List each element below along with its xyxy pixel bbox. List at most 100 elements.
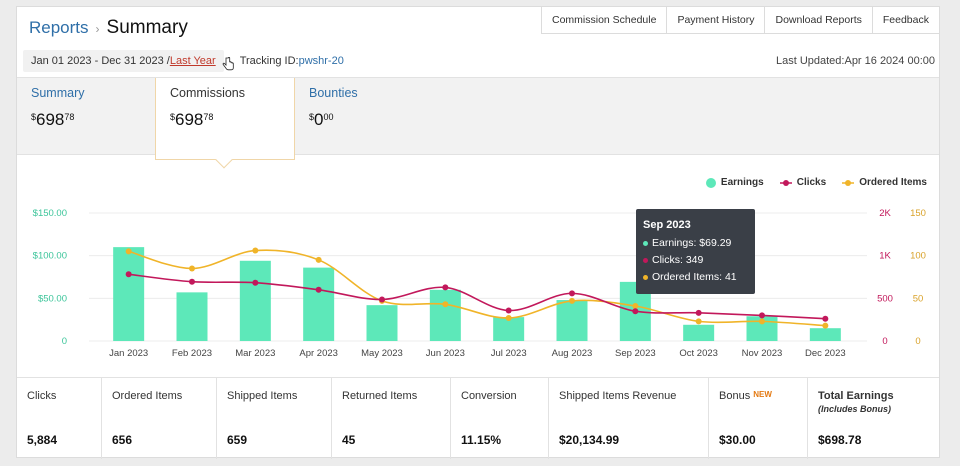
legend-ordered-items[interactable]: Ordered Items — [842, 177, 927, 188]
point-ordered-items — [759, 318, 765, 325]
right-axis-clicks-tick: 0 — [882, 336, 887, 347]
right-axis-ordered-tick: 100 — [910, 251, 926, 262]
tooltip-row-clicks: Clicks: 349 — [643, 252, 748, 269]
feedback-button[interactable]: Feedback — [872, 6, 940, 34]
point-clicks — [759, 312, 765, 319]
x-axis-tick: Dec 2023 — [805, 348, 846, 359]
last-year-link[interactable]: Last Year — [169, 55, 216, 67]
tab-bounties-label: Bounties — [309, 86, 358, 100]
ordered-dot-icon — [643, 275, 648, 280]
tooltip-earnings-text: Earnings: $69.29 — [652, 237, 732, 249]
left-axis-tick: 0 — [62, 336, 67, 347]
stat-label: Shipped Items Revenue — [559, 390, 677, 402]
tab-summary[interactable]: Summary $ 698 78 — [17, 78, 155, 156]
earnings-swatch-icon — [705, 177, 716, 188]
tab-commissions-amount: $ 698 78 — [170, 110, 280, 130]
point-ordered-items — [125, 248, 132, 255]
amount-whole: 698 — [36, 110, 65, 129]
new-badge: NEW — [753, 390, 772, 399]
point-ordered-items — [695, 318, 702, 325]
tracking-id-label: Tracking ID: — [239, 55, 299, 67]
point-ordered-items — [569, 297, 575, 304]
right-axis-clicks-tick: 500 — [877, 293, 893, 304]
earnings-tabs: Summary $ 698 78 Commissions $ 698 78 Bo… — [17, 77, 939, 169]
breadcrumb-separator: › — [95, 22, 100, 36]
stat-value: 11.15% — [461, 433, 502, 447]
payment-history-button[interactable]: Payment History — [667, 6, 766, 34]
currency-symbol: $ — [31, 112, 37, 122]
x-axis-tick: Jun 2023 — [426, 348, 465, 359]
legend-earnings[interactable]: Earnings — [705, 177, 764, 188]
x-axis-tick: Sep 2023 — [615, 348, 656, 359]
right-axis-ordered-tick: 150 — [910, 208, 926, 219]
stat-label: Returned Items — [342, 390, 418, 402]
amount-whole: 698 — [175, 110, 204, 129]
right-axis-ordered-tick: 50 — [913, 293, 924, 304]
bar-earnings — [366, 305, 398, 341]
stat-value: 656 — [112, 433, 133, 447]
stat-clicks: Clicks 5,884 — [17, 378, 102, 459]
point-clicks — [569, 290, 575, 297]
top-nav: Commission Schedule Payment History Down… — [540, 6, 940, 34]
bonus-label: Bonus — [719, 390, 751, 402]
stat-value: $20,134.99 — [559, 433, 620, 447]
point-ordered-items — [822, 322, 829, 329]
amount-cents: 78 — [64, 112, 75, 122]
tab-commissions[interactable]: Commissions $ 698 78 — [155, 78, 295, 169]
point-ordered-items — [632, 303, 639, 310]
bar-earnings — [683, 324, 715, 341]
stat-label: Clicks — [27, 390, 57, 402]
stat-label: Bonus NEW — [719, 390, 797, 402]
left-axis-tick: $100.00 — [33, 251, 67, 262]
right-axis-ordered-tick: 0 — [915, 336, 920, 347]
stat-returned-items: Returned Items 45 — [332, 378, 451, 459]
stat-shipped-revenue: Shipped Items Revenue $20,134.99 — [549, 378, 709, 459]
page-title: Summary — [106, 17, 188, 38]
bar-earnings — [493, 317, 525, 341]
left-axis-tick: $150.00 — [33, 208, 67, 219]
point-clicks — [379, 296, 385, 303]
point-clicks — [315, 286, 322, 293]
legend-ordered-items-label: Ordered Items — [859, 177, 927, 188]
date-range-picker[interactable]: Jan 01 2023 - Dec 31 2023 / Last Year — [23, 50, 224, 72]
point-clicks — [442, 284, 449, 291]
stat-value: 5,884 — [27, 433, 58, 447]
tooltip-title: Sep 2023 — [643, 219, 691, 231]
stat-label: Conversion — [461, 390, 517, 402]
stat-label: Ordered Items — [112, 390, 183, 402]
tracking-id-value[interactable]: pwshr-20 — [298, 55, 344, 67]
filter-row: Jan 01 2023 - Dec 31 2023 / Last Year Tr… — [23, 49, 935, 73]
right-axis-clicks-tick: 2K — [879, 208, 891, 219]
amount-whole: 0 — [314, 110, 324, 129]
tab-commissions-label: Commissions — [170, 86, 246, 100]
point-ordered-items — [442, 301, 449, 308]
x-axis-tick: Jul 2023 — [491, 348, 527, 359]
point-clicks — [252, 279, 259, 286]
amount-cents: 78 — [203, 112, 214, 122]
x-axis-tick: Jan 2023 — [109, 348, 148, 359]
tab-summary-label: Summary — [31, 86, 85, 100]
clicks-line-icon — [779, 179, 792, 186]
left-axis-tick: $50.00 — [38, 293, 67, 304]
tooltip-row-ordered: Ordered Items: 41 — [643, 269, 748, 286]
point-clicks — [189, 278, 195, 285]
stat-shipped-items: Shipped Items 659 — [217, 378, 332, 459]
legend-clicks[interactable]: Clicks — [779, 177, 827, 188]
stat-value: $30.00 — [719, 433, 756, 447]
x-axis-tick: Oct 2023 — [679, 348, 718, 359]
commission-schedule-button[interactable]: Commission Schedule — [540, 6, 668, 34]
tooltip-clicks-text: Clicks: 349 — [652, 254, 704, 266]
bar-earnings — [809, 328, 841, 341]
download-reports-button[interactable]: Download Reports — [765, 6, 873, 34]
point-ordered-items — [252, 247, 259, 254]
date-range-text: Jan 01 2023 - Dec 31 2023 / — [31, 55, 170, 67]
point-ordered-items — [505, 314, 512, 321]
stat-total-earnings: Total Earnings (Includes Bonus) $698.78 — [808, 378, 939, 459]
last-updated-text: Last Updated:Apr 16 2024 00:00 — [775, 55, 935, 67]
breadcrumb-reports-link[interactable]: Reports — [29, 18, 89, 37]
earnings-dot-icon — [643, 241, 648, 246]
chart-tooltip: Sep 2023 Earnings: $69.29 Clicks: 349 Or… — [636, 209, 755, 294]
legend-clicks-label: Clicks — [796, 177, 827, 188]
tab-bounties[interactable]: Bounties $ 0 00 — [295, 78, 435, 156]
stat-value: 45 — [342, 433, 356, 447]
